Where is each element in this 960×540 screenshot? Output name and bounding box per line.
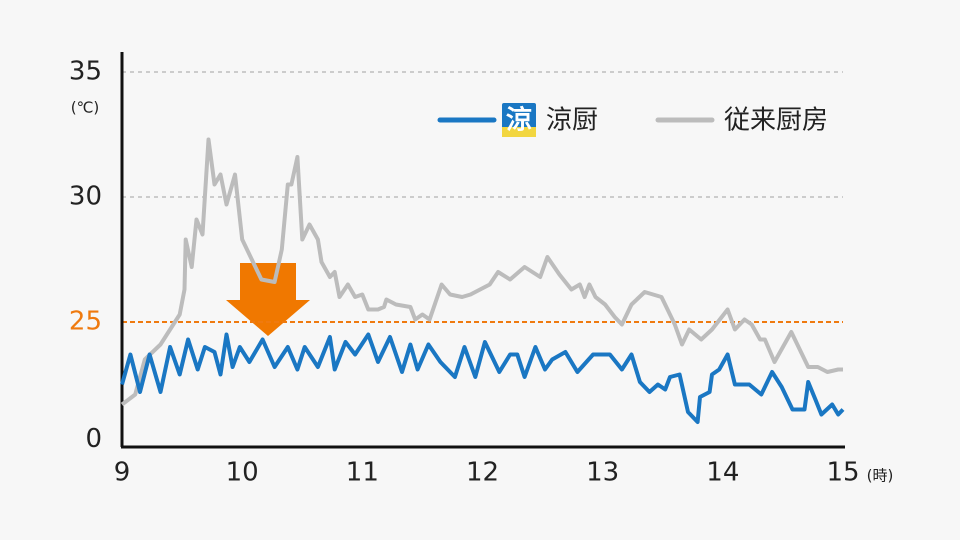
y-unit: (℃) — [71, 99, 100, 117]
data-line — [120, 332, 845, 424]
x-tick-label: 15 — [826, 458, 859, 488]
y-tick-label: 25 — [69, 307, 102, 337]
arrow — [226, 263, 310, 336]
legend-label: 従来厨房 — [724, 106, 828, 136]
y-tick-label: 35 — [69, 57, 102, 87]
x-tick-label: 12 — [466, 458, 499, 488]
x-tick-label: 14 — [706, 458, 739, 488]
legend-icon-band — [502, 127, 536, 137]
legend-icon-text: 涼 — [506, 106, 532, 136]
x-tick-label: 11 — [346, 458, 379, 488]
x-tick-label: 9 — [114, 458, 131, 488]
x-tick-label: 10 — [226, 458, 259, 488]
y-tick-label: 0 — [85, 424, 102, 454]
data-line — [120, 137, 843, 407]
x-tick-label: 13 — [586, 458, 619, 488]
legend-label: 涼厨 — [546, 106, 598, 136]
y-tick-label: 30 — [69, 182, 102, 212]
x-unit: (時) — [867, 467, 894, 485]
